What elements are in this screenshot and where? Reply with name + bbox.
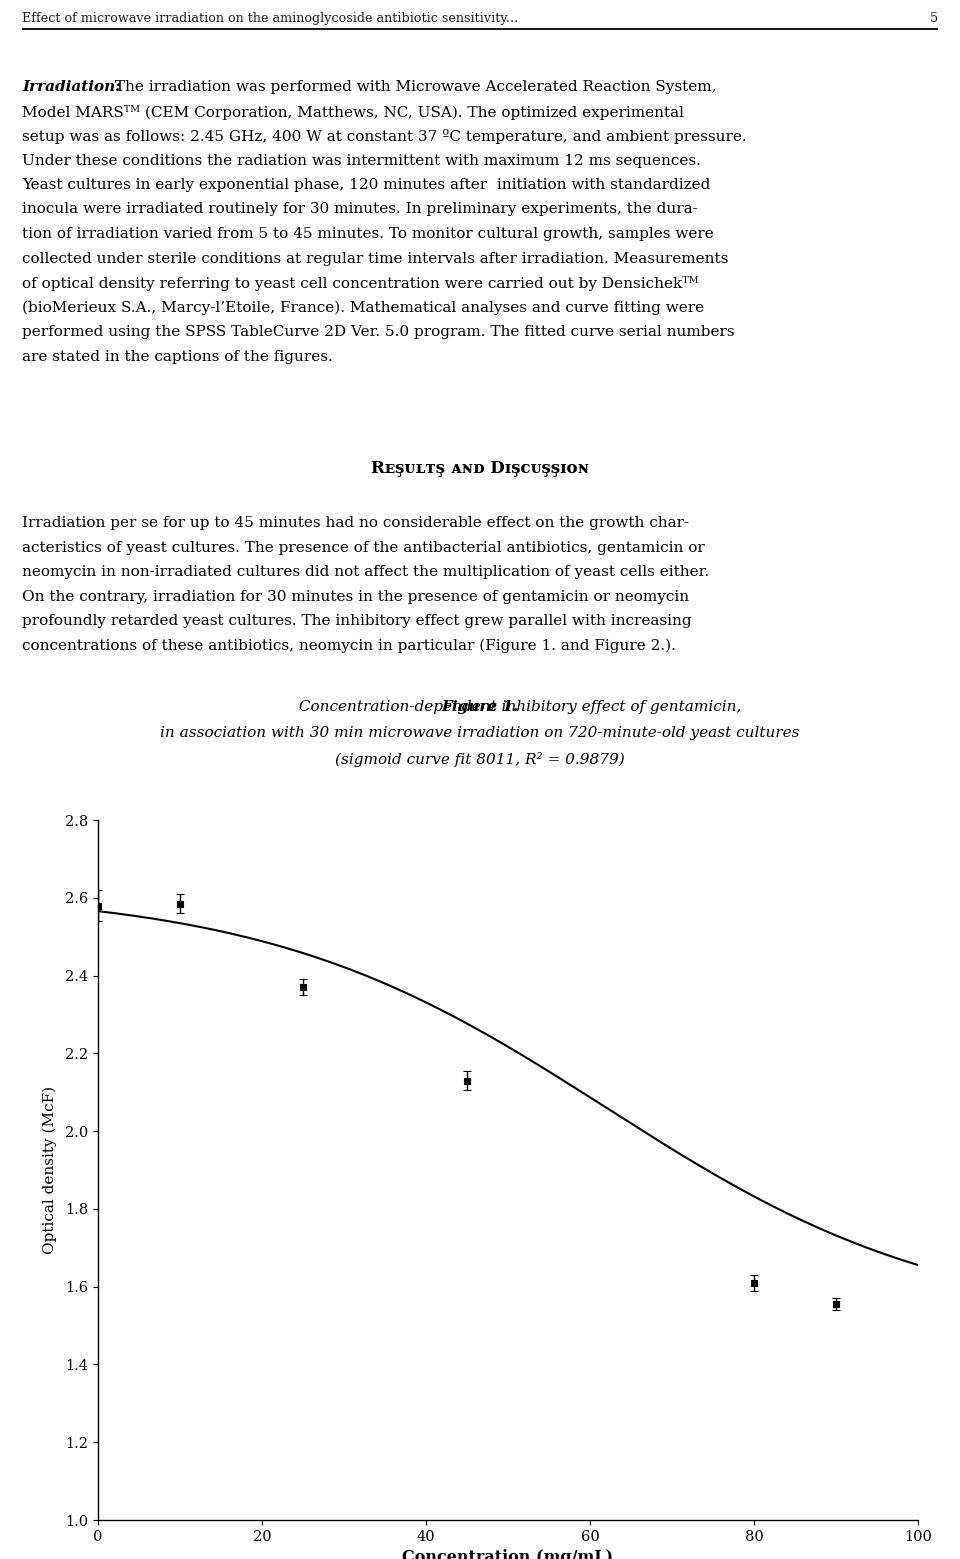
Text: 5: 5 bbox=[929, 12, 938, 25]
Text: of optical density referring to yeast cell concentration were carried out by Den: of optical density referring to yeast ce… bbox=[22, 276, 699, 292]
Text: On the contrary, irradiation for 30 minutes in the presence of gentamicin or neo: On the contrary, irradiation for 30 minu… bbox=[22, 589, 689, 603]
Text: Model MARSᵀᴹ (CEM Corporation, Matthews, NC, USA). The optimized experimental: Model MARSᵀᴹ (CEM Corporation, Matthews,… bbox=[22, 104, 684, 120]
Text: performed using the SPSS TableCurve 2D Ver. 5.0 program. The fitted curve serial: performed using the SPSS TableCurve 2D V… bbox=[22, 324, 734, 338]
Text: Concentration-dependent inhibitory effect of gentamicin,: Concentration-dependent inhibitory effec… bbox=[295, 700, 742, 714]
Text: Effect of microwave irradiation on the aminoglycoside antibiotic sensitivity...: Effect of microwave irradiation on the a… bbox=[22, 12, 518, 25]
Text: profoundly retarded yeast cultures. The inhibitory effect grew parallel with inc: profoundly retarded yeast cultures. The … bbox=[22, 614, 691, 628]
Text: The irradiation was performed with Microwave Accelerated Reaction System,: The irradiation was performed with Micro… bbox=[110, 80, 716, 94]
Text: (sigmoid curve fit 8011, R² = 0.9879): (sigmoid curve fit 8011, R² = 0.9879) bbox=[335, 751, 625, 767]
Text: neomycin in non-irradiated cultures did not affect the multiplication of yeast c: neomycin in non-irradiated cultures did … bbox=[22, 564, 709, 578]
Text: tion of irradiation varied from 5 to 45 minutes. To monitor cultural growth, sam: tion of irradiation varied from 5 to 45 … bbox=[22, 228, 713, 242]
Text: Under these conditions the radiation was intermittent with maximum 12 ms sequenc: Under these conditions the radiation was… bbox=[22, 153, 701, 167]
Y-axis label: Optical density (McF): Optical density (McF) bbox=[42, 1087, 57, 1253]
Text: Rᴇşᴜʟᴛş ᴀɴᴅ Dɪşсᴜşşɪᴏɴ: Rᴇşᴜʟᴛş ᴀɴᴅ Dɪşсᴜşşɪᴏɴ bbox=[371, 460, 589, 477]
X-axis label: Concentration (mg/mL): Concentration (mg/mL) bbox=[402, 1550, 613, 1559]
Text: are stated in the captions of the figures.: are stated in the captions of the figure… bbox=[22, 349, 333, 363]
Text: in association with 30 min microwave irradiation on 720-minute-old yeast culture: in association with 30 min microwave irr… bbox=[160, 726, 800, 741]
Text: setup was as follows: 2.45 GHz, 400 W at constant 37 ºC temperature, and ambient: setup was as follows: 2.45 GHz, 400 W at… bbox=[22, 129, 747, 143]
Text: concentrations of these antibiotics, neomycin in particular (Figure 1. and Figur: concentrations of these antibiotics, neo… bbox=[22, 639, 676, 653]
Text: collected under sterile conditions at regular time intervals after irradiation. : collected under sterile conditions at re… bbox=[22, 251, 729, 265]
Text: Irradiation:: Irradiation: bbox=[22, 80, 121, 94]
Text: (bioMerieux S.A., Marcy-l’Etoile, France). Mathematical analyses and curve fitti: (bioMerieux S.A., Marcy-l’Etoile, France… bbox=[22, 301, 704, 315]
Text: Yeast cultures in early exponential phase, 120 minutes after  initiation with st: Yeast cultures in early exponential phas… bbox=[22, 178, 710, 192]
Text: Figure 1.: Figure 1. bbox=[442, 700, 518, 714]
Text: Irradiation per se for up to 45 minutes had no considerable effect on the growth: Irradiation per se for up to 45 minutes … bbox=[22, 516, 689, 530]
Text: acteristics of yeast cultures. The presence of the antibacterial antibiotics, ge: acteristics of yeast cultures. The prese… bbox=[22, 541, 705, 555]
Text: inocula were irradiated routinely for 30 minutes. In preliminary experiments, th: inocula were irradiated routinely for 30… bbox=[22, 203, 698, 217]
